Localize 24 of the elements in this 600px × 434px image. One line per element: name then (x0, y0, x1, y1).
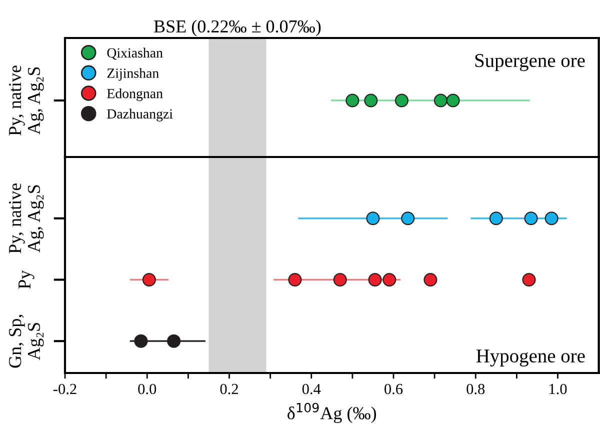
legend-label: Edongnan (107, 88, 163, 102)
y-tick-label: Gn, Sp, Ag₂S (9, 314, 44, 368)
legend-label: Zijinshan (107, 68, 159, 81)
point (434, 94, 448, 108)
x-axis-title: δ$^{109}$Ag (‰) (288, 402, 376, 424)
x-tick-label: 0.8 (466, 384, 485, 394)
point (394, 94, 408, 108)
x-tick-label: 1.0 (550, 384, 567, 394)
legend-label: Dazhuangzi (107, 108, 173, 122)
annotation: Hypogene ore (476, 350, 585, 367)
y-tick-label: Py, native Ag, Ag₂S (8, 66, 44, 136)
y-tick-label: Py, native Ag, Ag₂S (8, 183, 44, 254)
point (446, 94, 460, 108)
x-tick-label: 0.4 (302, 384, 321, 394)
x-tick-label: -0.2 (53, 384, 76, 394)
x-tick-label: 0.0 (138, 384, 156, 394)
x-tick-label: 0.6 (384, 384, 403, 394)
point (364, 94, 378, 108)
annotation: Supergene ore (475, 54, 585, 72)
point (346, 94, 360, 108)
legend-label: Qixiashan (107, 48, 163, 60)
x-tick-label: 0.2 (220, 384, 238, 394)
band-label: BSE (0.22‰ ± 0.07‰) (154, 20, 321, 36)
y-tick-label: Py (18, 270, 34, 289)
